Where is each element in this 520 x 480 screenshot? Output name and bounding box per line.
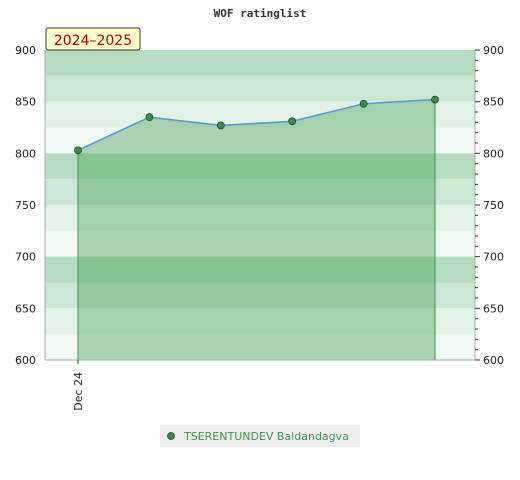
y-tick-label-right: 850 bbox=[483, 96, 504, 109]
y-tick-label-left: 750 bbox=[15, 199, 36, 212]
chart-title: WOF ratinglist bbox=[214, 7, 307, 20]
data-point bbox=[359, 99, 368, 108]
y-tick-label-right: 650 bbox=[483, 302, 504, 315]
y-tick-label-right: 700 bbox=[483, 251, 504, 264]
data-point bbox=[431, 95, 439, 104]
season-label-text: 2024–2025 bbox=[54, 33, 132, 49]
background-bands bbox=[45, 50, 475, 360]
legend-box bbox=[160, 425, 360, 447]
background-band bbox=[45, 153, 475, 180]
data-point bbox=[145, 113, 154, 122]
y-tick-label-right: 600 bbox=[483, 354, 504, 367]
background-band bbox=[45, 334, 475, 360]
data-points bbox=[74, 95, 439, 155]
season-label-box bbox=[45, 27, 141, 51]
background-band bbox=[45, 179, 475, 205]
data-point bbox=[216, 121, 225, 130]
season-label: 2024–2025 bbox=[45, 27, 141, 51]
background-band bbox=[45, 308, 475, 335]
series-area bbox=[77, 99, 436, 361]
background-band bbox=[45, 230, 475, 257]
y-tick-label-left: 600 bbox=[15, 354, 36, 367]
y-tick-label-right: 750 bbox=[483, 199, 504, 212]
y-tick-label-left: 900 bbox=[15, 44, 36, 57]
y-tick-label-left: 850 bbox=[15, 96, 36, 109]
y-tick-label-left: 650 bbox=[15, 302, 36, 315]
legend[interactable]: TSERENTUNDEV Baldandagva bbox=[160, 425, 360, 447]
data-point bbox=[288, 117, 297, 126]
area-layer bbox=[77, 98, 436, 361]
series-line bbox=[77, 98, 436, 151]
background-band bbox=[45, 205, 475, 231]
background-band bbox=[45, 50, 475, 76]
background-band bbox=[45, 256, 475, 283]
y-tick-label-left: 700 bbox=[15, 251, 36, 264]
y-tick-label-right: 900 bbox=[483, 44, 504, 57]
legend-marker bbox=[167, 432, 175, 440]
data-point bbox=[74, 146, 82, 155]
legend-label: TSERENTUNDEV Baldandagva bbox=[183, 430, 349, 443]
background-band bbox=[45, 282, 475, 309]
x-tick-label: Dec 24 bbox=[72, 372, 85, 411]
y-tick-label-left: 800 bbox=[15, 147, 36, 160]
axes: 600 600 650 650 700 700 750 750 800 800 850 850 900 9… bbox=[15, 44, 504, 411]
y-tick-label-right: 800 bbox=[483, 147, 504, 160]
background-band bbox=[45, 75, 475, 102]
